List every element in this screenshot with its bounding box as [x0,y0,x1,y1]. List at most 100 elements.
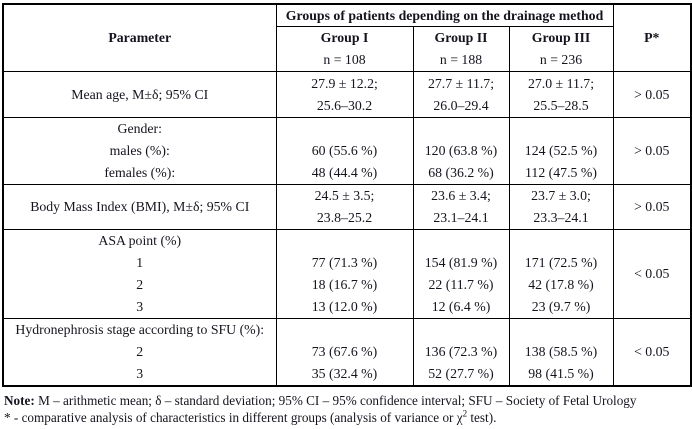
value-line: 23.8–25.2 [316,210,373,225]
p-value: > 0.05 [634,86,670,102]
note-asterisk: * - comparative analysis of characterist… [4,408,692,427]
p-value-cell: > 0.05 [612,184,692,230]
value-line: 42 (17.8 %) [528,277,594,292]
p-value-cell: > 0.05 [612,117,692,185]
value-line: 112 (47.5 %) [525,165,597,180]
value-line: 23 (9.7 %) [531,299,591,314]
param-label: Hydronephrosis stage according to SFU (%… [15,322,265,337]
asterisk-note-text: * - comparative analysis of characterist… [4,409,463,425]
value-line: 154 (81.9 %) [424,255,498,270]
note-text: M – arithmetic mean; δ – standard deviat… [34,393,637,408]
note-abbreviations: Note: M – arithmetic mean; δ – standard … [4,393,692,410]
value-line: 52 (27.7 %) [428,366,494,381]
group-3-n: n = 236 [539,52,583,67]
param-sub-label: 2 [136,344,144,359]
value-line: 23.1–24.1 [433,210,489,225]
groups-spanning-header: Groups of patients depending on the drai… [275,3,614,27]
column-header-p-value: P* [612,3,692,72]
value-line: 25.6–30.2 [316,97,373,113]
value-line: 120 (63.8 %) [424,143,498,158]
param-sub-label: females (%): [104,165,176,180]
note-label: Note: [4,393,35,408]
patient-groups-table: Parameter Groups of patients depending o… [2,3,692,387]
p-value-cell: < 0.05 [612,229,692,319]
param-cell: Hydronephrosis stage according to SFU (%… [2,318,277,387]
value-line: 73 (67.6 %) [311,344,378,359]
group-3-name: Group III [531,30,591,45]
value-line: 13 (12.0 %) [311,299,378,314]
column-header-parameter: Parameter [2,3,277,72]
value-cell: 23.7 ± 3.0; 23.3–24.1 [508,184,614,230]
value-line: 27.0 ± 11.7; [527,75,595,91]
value-line: 27.7 ± 11.7; [427,75,495,91]
value-line: 171 (72.5 %) [524,255,598,270]
value-line: 136 (72.3 %) [424,344,498,359]
param-label: Gender: [117,121,162,136]
param-cell: Gender: males (%): females (%): [2,117,277,185]
p-value: > 0.05 [634,143,670,158]
p-header-label: P* [644,30,660,45]
value-line: 124 (52.5 %) [524,143,598,158]
param-label: Body Mass Index (BMI), M±δ; 95% CI [30,199,250,214]
table-row: ASA point (%) 1 2 3 77 (71.3 %) 18 (16.7… [2,229,692,319]
value-line: 12 (6.4 %) [431,299,491,314]
param-sub-label: 3 [136,366,144,381]
value-line: 98 (41.5 %) [528,366,594,381]
value-cell: 27.7 ± 11.7; 26.0–29.4 [412,71,510,118]
value-line: 18 (16.7 %) [311,277,378,292]
value-line: 23.7 ± 3.0; [531,188,591,203]
param-cell: Body Mass Index (BMI), M±δ; 95% CI [2,184,277,230]
p-value: > 0.05 [634,199,670,214]
value-cell: 136 (72.3 %) 52 (27.7 %) [412,318,510,387]
table-row: Mean age, M±δ; 95% CI 27.9 ± 12.2; 25.6–… [2,71,692,118]
group-1-name: Group I [320,30,369,45]
param-label: ASA point (%) [98,233,182,248]
parameter-header-label: Parameter [108,30,172,45]
param-sub-label: 1 [136,255,144,270]
column-header-group-1: Group I n = 108 [275,26,414,72]
value-cell: 138 (58.5 %) 98 (41.5 %) [508,318,614,387]
value-cell: 73 (67.6 %) 35 (32.4 %) [275,318,414,387]
param-sub-label: 2 [136,277,144,292]
value-cell: 27.0 ± 11.7; 25.5–28.5 [508,71,614,118]
footnotes: Note: M – arithmetic mean; δ – standard … [4,393,692,426]
group-1-n: n = 108 [323,52,366,67]
value-cell: 171 (72.5 %) 42 (17.8 %) 23 (9.7 %) [508,229,614,319]
param-cell: ASA point (%) 1 2 3 [2,229,277,319]
groups-header-label: Groups of patients depending on the drai… [285,8,604,23]
value-line: 60 (55.6 %) [311,143,378,158]
value-line: 25.5–28.5 [533,97,589,113]
value-line: 27.9 ± 12.2; [311,75,378,91]
param-label: Mean age, M±δ; 95% CI [71,86,209,102]
p-value-cell: > 0.05 [612,71,692,118]
value-cell: 24.5 ± 3.5; 23.8–25.2 [275,184,414,230]
value-line: 26.0–29.4 [433,97,489,113]
page: Parameter Groups of patients depending o… [0,3,692,429]
chi-squared-superscript: 2 [462,408,468,419]
value-line: 77 (71.3 %) [311,255,378,270]
value-cell: 27.9 ± 12.2; 25.6–30.2 [275,71,414,118]
param-sub-label: 3 [136,299,144,314]
group-2-n: n = 188 [439,52,483,67]
value-cell: 124 (52.5 %) 112 (47.5 %) [508,117,614,185]
p-value: < 0.05 [634,344,670,359]
value-line: 48 (44.4 %) [311,165,378,180]
table-row: Gender: males (%): females (%): 60 (55.6… [2,117,692,185]
table-row: Body Mass Index (BMI), M±δ; 95% CI 24.5 … [2,184,692,230]
column-header-group-2: Group II n = 188 [412,26,510,72]
value-cell: 23.6 ± 3.4; 23.1–24.1 [412,184,510,230]
value-line: 23.3–24.1 [533,210,589,225]
value-cell: 120 (63.8 %) 68 (36.2 %) [412,117,510,185]
value-line: 24.5 ± 3.5; [314,188,375,203]
value-cell: 154 (81.9 %) 22 (11.7 %) 12 (6.4 %) [412,229,510,319]
value-line: 68 (36.2 %) [428,165,494,180]
value-line: 35 (32.4 %) [311,366,378,381]
p-value: < 0.05 [634,266,670,281]
table-row: Hydronephrosis stage according to SFU (%… [2,318,692,387]
value-cell: 77 (71.3 %) 18 (16.7 %) 13 (12.0 %) [275,229,414,319]
column-header-group-3: Group III n = 236 [508,26,614,72]
value-line: 23.6 ± 3.4; [431,188,491,203]
asterisk-note-suffix: test). [467,409,497,425]
param-cell: Mean age, M±δ; 95% CI [2,71,277,118]
param-sub-label: males (%): [109,143,170,158]
